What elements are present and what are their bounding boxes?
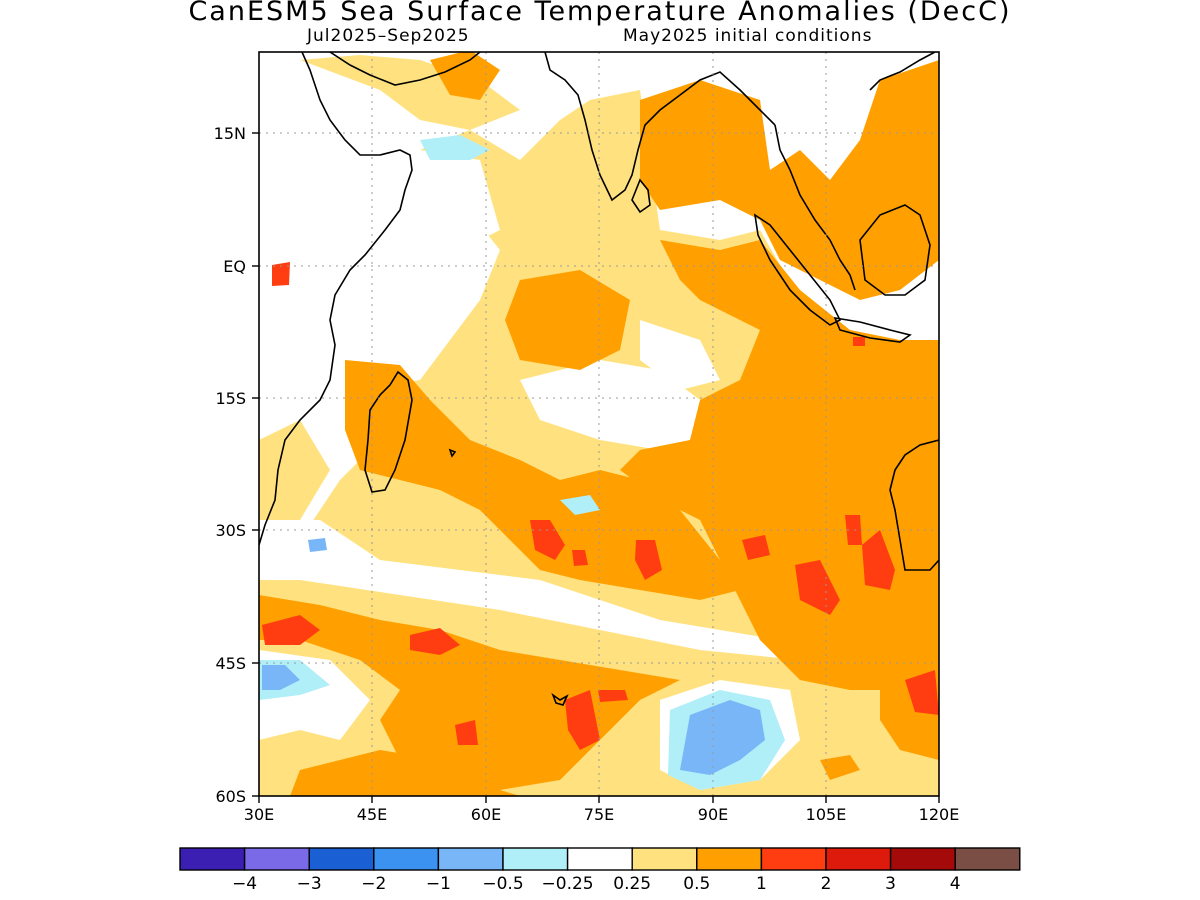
colorbar-swatch: [437, 847, 504, 871]
southeast-asia-coast: [774, 124, 856, 291]
colorbar-label: −4: [232, 874, 257, 894]
colorbar-label: −1: [426, 874, 451, 894]
lat-tick-label: 15S: [215, 389, 246, 408]
initial-conditions: May2025 initial conditions: [623, 26, 873, 46]
lat-tick-label: 60S: [215, 787, 246, 806]
anomaly-1-2: [262, 262, 939, 750]
kerguelen: [551, 692, 569, 706]
java: [833, 316, 912, 343]
colorbar-swatch: [631, 847, 698, 871]
lat-tick-label: 15N: [214, 124, 246, 143]
map-title: CanESM5 Sea Surface Temperature Anomalie…: [188, 0, 1012, 27]
colorbar-label: 4: [950, 874, 961, 894]
lon-tick-label: 45E: [357, 805, 387, 824]
lat-tick-label: 45S: [215, 654, 246, 673]
india-coast: [544, 52, 776, 202]
colorbar-swatch: [373, 847, 440, 871]
philippines-coast: [869, 52, 936, 91]
gridlines: [259, 52, 939, 796]
colorbar-swatch: [825, 847, 892, 871]
anomaly-field: [259, 52, 939, 796]
colorbar-label: 0.25: [613, 874, 651, 894]
colorbar-swatch: [889, 847, 956, 871]
lon-tick-label: 75E: [584, 805, 614, 824]
australia-coast: [889, 439, 939, 571]
colorbar-swatch: [308, 847, 375, 871]
colorbar-swatch: [566, 847, 633, 871]
colorbar-swatch: [696, 847, 763, 871]
forecast-period: Jul2025–Sep2025: [307, 26, 470, 46]
madagascar: [364, 370, 413, 493]
coastlines: [259, 52, 939, 706]
mascarene-islands: [448, 448, 457, 458]
lon-tick-label: 120E: [919, 805, 960, 824]
colorbar-swatch: [502, 847, 569, 871]
lat-tick-label: 30S: [215, 521, 246, 540]
colorbar-label: −2: [361, 874, 386, 894]
arabia-coast: [329, 52, 481, 86]
colorbar-swatch: [243, 847, 310, 871]
lat-labels: 15N EQ 15S 30S 45S 60S: [214, 124, 246, 806]
colorbar-swatch: [179, 847, 246, 871]
colorbar-label: 3: [885, 874, 896, 894]
sri-lanka: [631, 178, 651, 214]
colorbar-swatch: [954, 847, 1021, 871]
lon-tick-label: 30E: [244, 805, 274, 824]
lon-labels: 30E 45E 60E 75E 90E 105E 120E: [244, 805, 960, 824]
colorbar-label: 2: [821, 874, 832, 894]
colorbar-label: −3: [297, 874, 322, 894]
africa-coast: [259, 52, 413, 546]
lon-tick-label: 105E: [806, 805, 847, 824]
axis-ticks: [252, 132, 940, 803]
colorbar: −4 −3 −2 −1 −0.5 −0.25 0.25 0.5 1 2 3 4: [179, 847, 1021, 894]
borneo: [859, 204, 931, 296]
colorbar-swatch: [760, 847, 827, 871]
colorbar-label: 0.5: [683, 874, 710, 894]
colorbar-label: −0.5: [482, 874, 523, 894]
lon-tick-label: 90E: [698, 805, 728, 824]
anomaly-minus-0.5: [262, 538, 765, 775]
colorbar-label: 1: [756, 874, 767, 894]
lon-tick-label: 60E: [471, 805, 501, 824]
colorbar-label: −0.25: [542, 874, 594, 894]
lat-tick-label: EQ: [223, 257, 246, 276]
sumatra: [753, 213, 842, 326]
